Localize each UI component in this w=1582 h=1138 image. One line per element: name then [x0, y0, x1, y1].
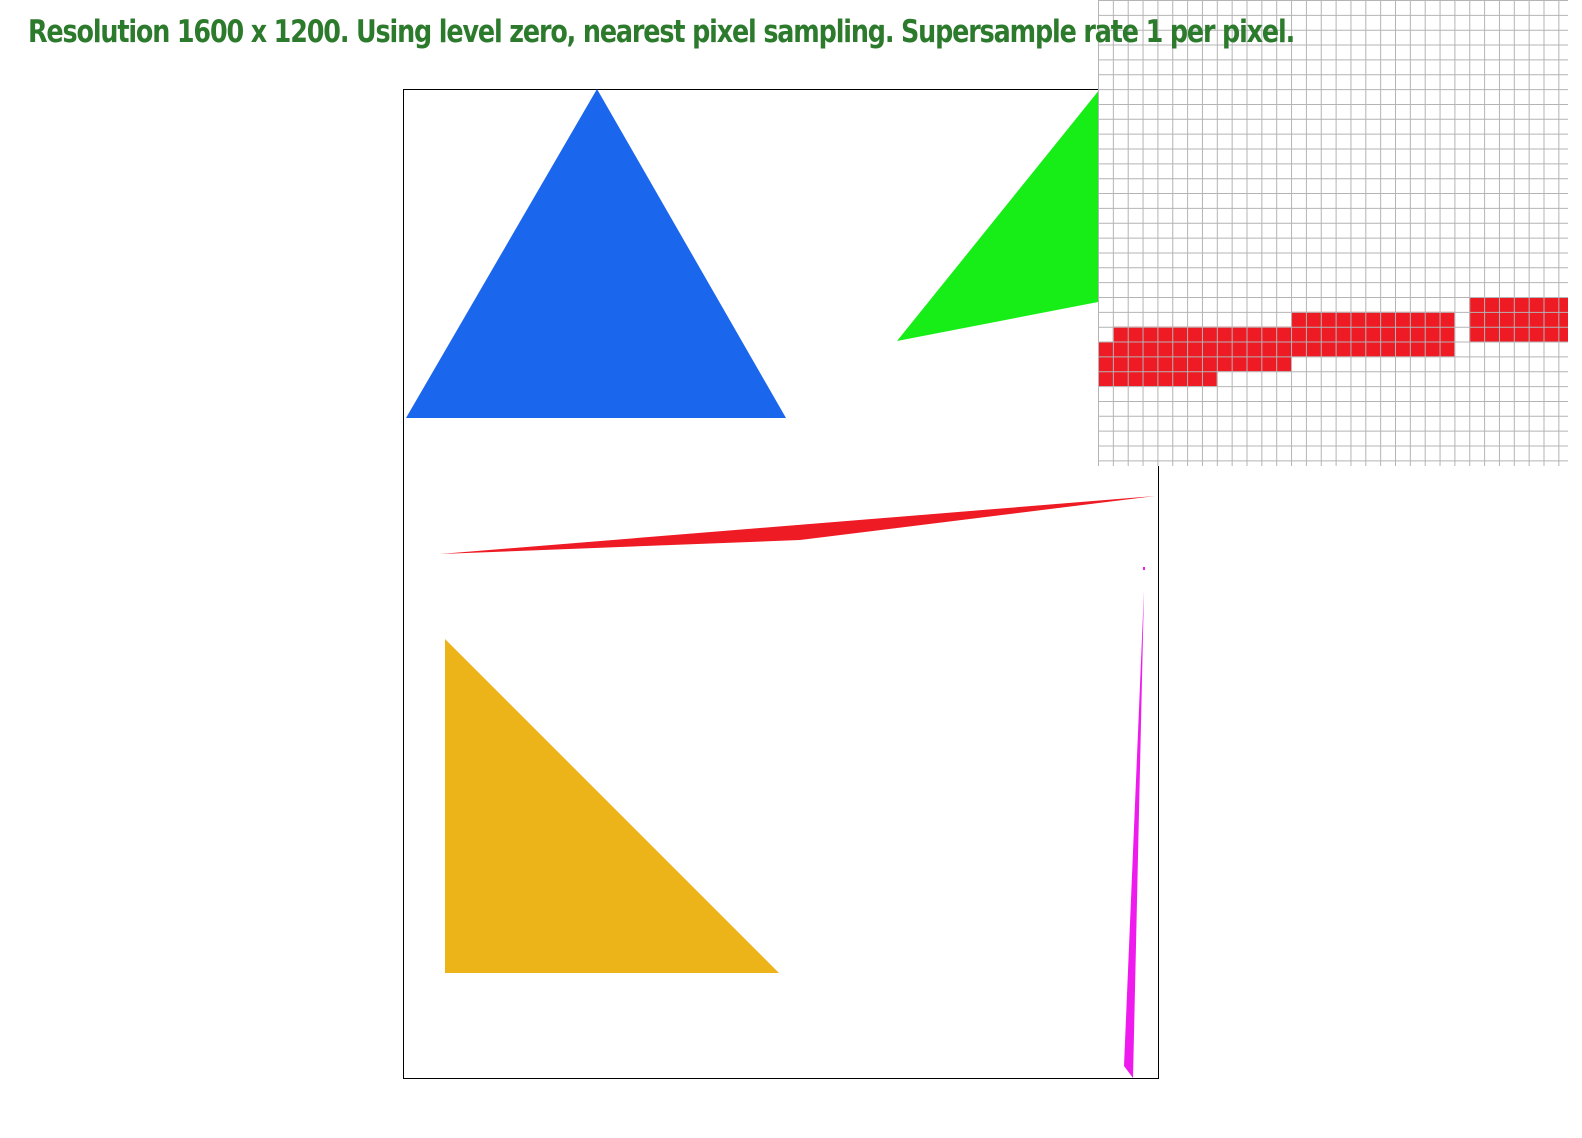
- red-sliver-triangle: [440, 496, 1155, 554]
- magenta-sliver-triangle: [1124, 590, 1144, 1078]
- zoom-magnifier-panel[interactable]: [1098, 0, 1568, 466]
- canvas-border: [403, 89, 1159, 1079]
- zoom-red-run-2: [1112, 326, 1292, 372]
- zoom-grid-lines: [1098, 0, 1568, 466]
- blue-triangle: [406, 89, 786, 418]
- status-title: Resolution 1600 x 1200. Using level zero…: [28, 14, 1295, 50]
- zoom-red-run-4: [1469, 297, 1568, 342]
- magenta-sliver-fragment: [1143, 567, 1145, 570]
- zoom-pixel-grid: [1098, 0, 1568, 466]
- zoom-red-run-3: [1291, 311, 1455, 357]
- yellow-triangle: [445, 639, 779, 973]
- green-triangle: [897, 89, 1160, 341]
